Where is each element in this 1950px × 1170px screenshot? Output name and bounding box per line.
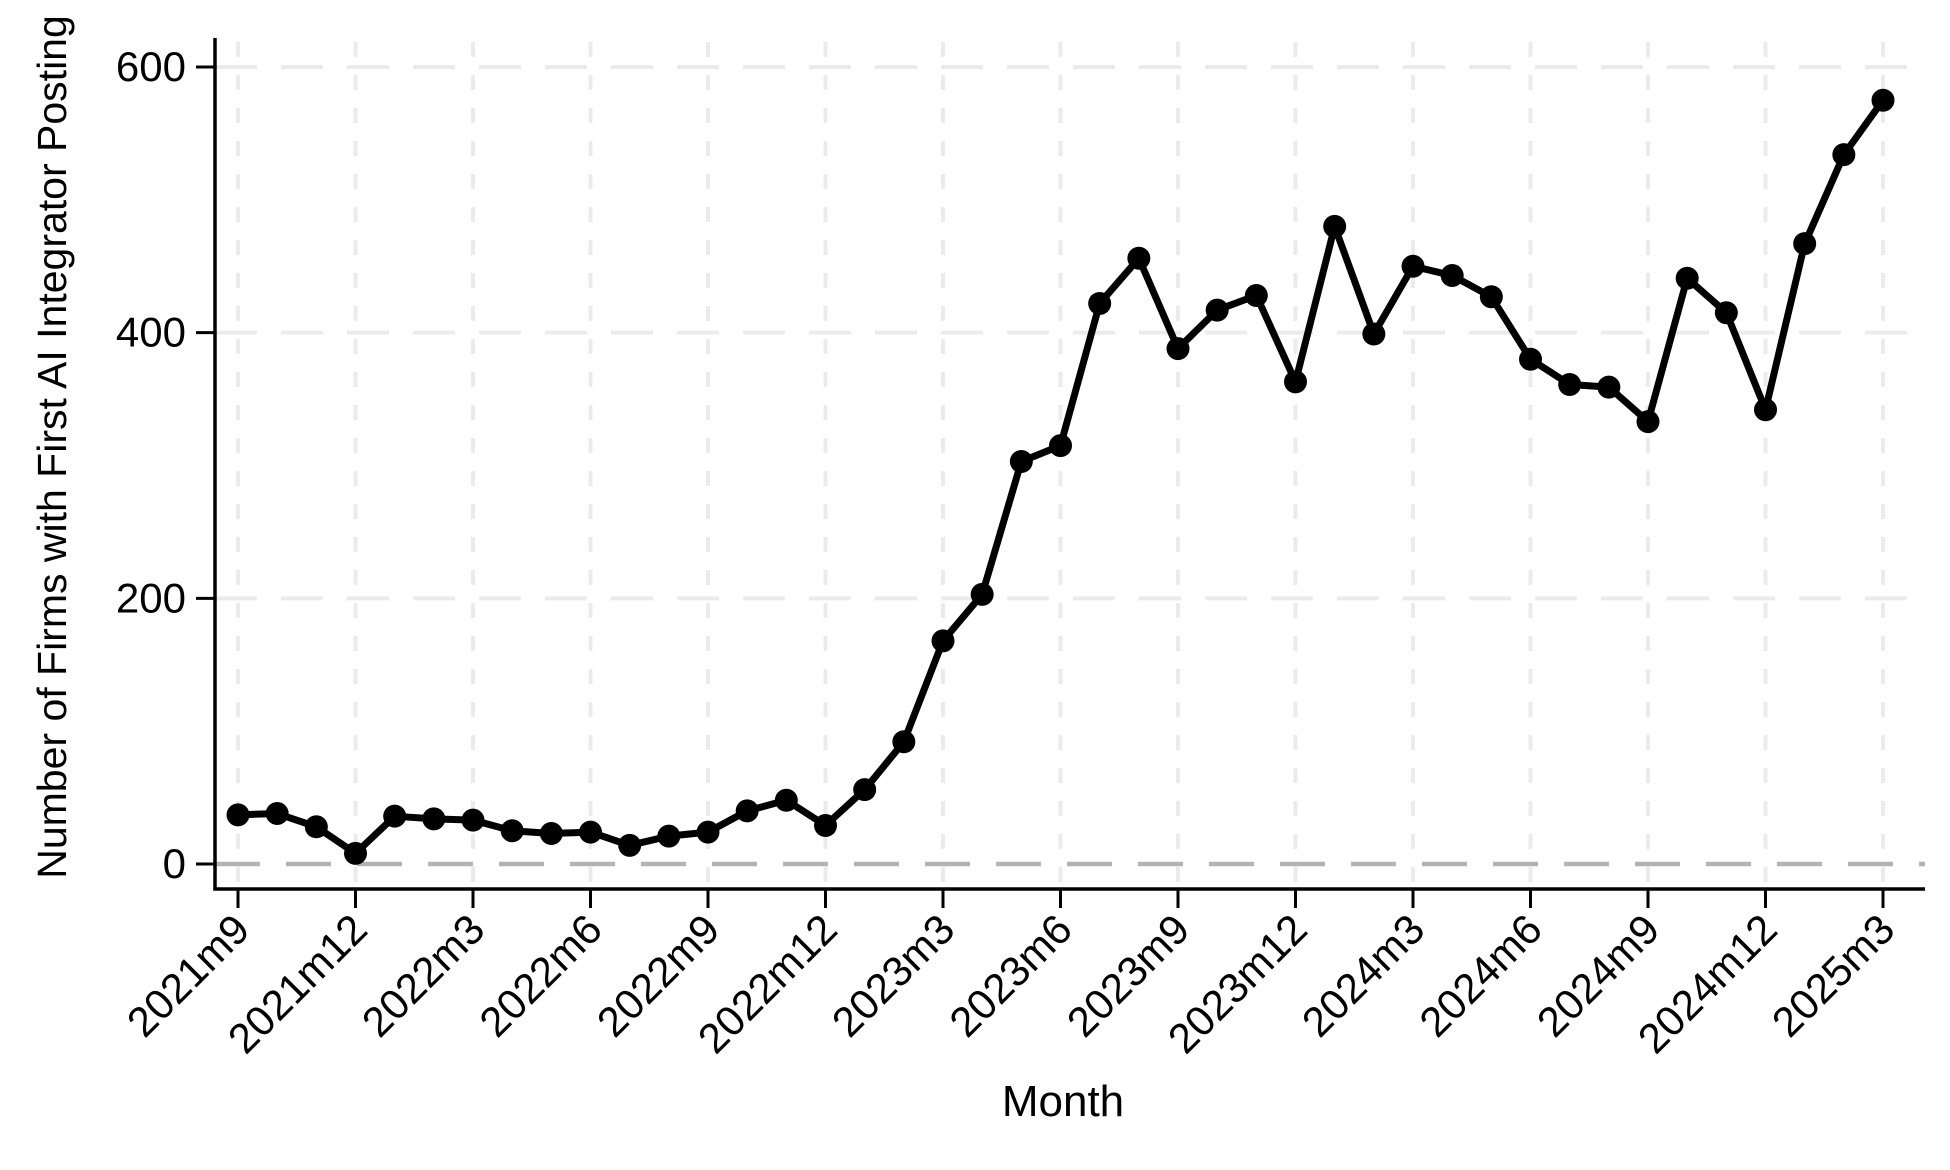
- data-point-marker: [1009, 450, 1033, 474]
- data-point-marker: [383, 804, 407, 828]
- data-point-marker: [265, 802, 289, 826]
- x-axis-title: Month: [1002, 1077, 1124, 1126]
- data-point-marker: [1440, 264, 1464, 288]
- data-point-marker: [1479, 285, 1503, 309]
- data-point-marker: [970, 582, 994, 606]
- data-point-marker: [344, 841, 368, 865]
- data-point-marker: [1871, 88, 1895, 112]
- data-point-marker: [422, 807, 446, 831]
- data-point-marker: [931, 629, 955, 653]
- data-point-marker: [500, 819, 524, 843]
- data-point-marker: [1636, 410, 1660, 434]
- x-tick-label: 2022m6: [470, 905, 611, 1046]
- data-point-marker: [1558, 372, 1582, 396]
- data-point-marker: [657, 824, 681, 848]
- y-tick-label: 600: [116, 43, 186, 90]
- y-tick-label: 400: [116, 309, 186, 356]
- data-point-marker: [1088, 291, 1112, 315]
- x-tick-label: 2023m3: [823, 905, 964, 1046]
- data-point-marker: [1323, 214, 1347, 238]
- x-tick-label: 2024m3: [1293, 905, 1434, 1046]
- data-point-marker: [1832, 143, 1856, 167]
- gridlines: [215, 42, 1925, 887]
- data-point-marker: [774, 788, 798, 812]
- data-point-marker: [618, 833, 642, 857]
- data-point-marker: [892, 730, 916, 754]
- data-point-marker: [1049, 434, 1073, 458]
- data-point-marker: [539, 821, 563, 845]
- tick-labels: 02004006002021m92021m122022m32022m62022m…: [116, 43, 1903, 1062]
- data-point-marker: [304, 815, 328, 839]
- data-point-marker: [1284, 370, 1308, 394]
- data-point-marker: [1166, 337, 1190, 361]
- data-point-marker: [696, 820, 720, 844]
- y-tick-label: 0: [163, 840, 186, 887]
- data-series: [226, 88, 1895, 865]
- data-point-marker: [1597, 375, 1621, 399]
- data-point-marker: [814, 813, 838, 837]
- data-point-marker: [735, 799, 759, 823]
- axes: [196, 38, 1925, 908]
- x-tick-label: 2024m6: [1410, 905, 1551, 1046]
- data-point-marker: [853, 778, 877, 802]
- data-point-marker: [1675, 266, 1699, 290]
- data-point-marker: [1205, 298, 1229, 322]
- data-point-marker: [226, 803, 250, 827]
- y-tick-label: 200: [116, 574, 186, 621]
- data-point-marker: [1244, 283, 1268, 307]
- data-point-marker: [1362, 322, 1386, 346]
- x-tick-label: 2023m6: [940, 905, 1081, 1046]
- data-point-marker: [1401, 254, 1425, 278]
- x-tick-label: 2022m3: [353, 905, 494, 1046]
- data-point-marker: [1127, 246, 1151, 270]
- data-point-marker: [1519, 347, 1543, 371]
- data-point-marker: [579, 820, 603, 844]
- data-point-marker: [1793, 232, 1817, 256]
- data-point-marker: [1754, 398, 1778, 422]
- y-axis-title: Number of Firms with First AI Integrator…: [29, 15, 75, 879]
- x-tick-label: 2025m3: [1763, 905, 1904, 1046]
- data-point-marker: [461, 808, 485, 832]
- data-point-marker: [1714, 301, 1738, 325]
